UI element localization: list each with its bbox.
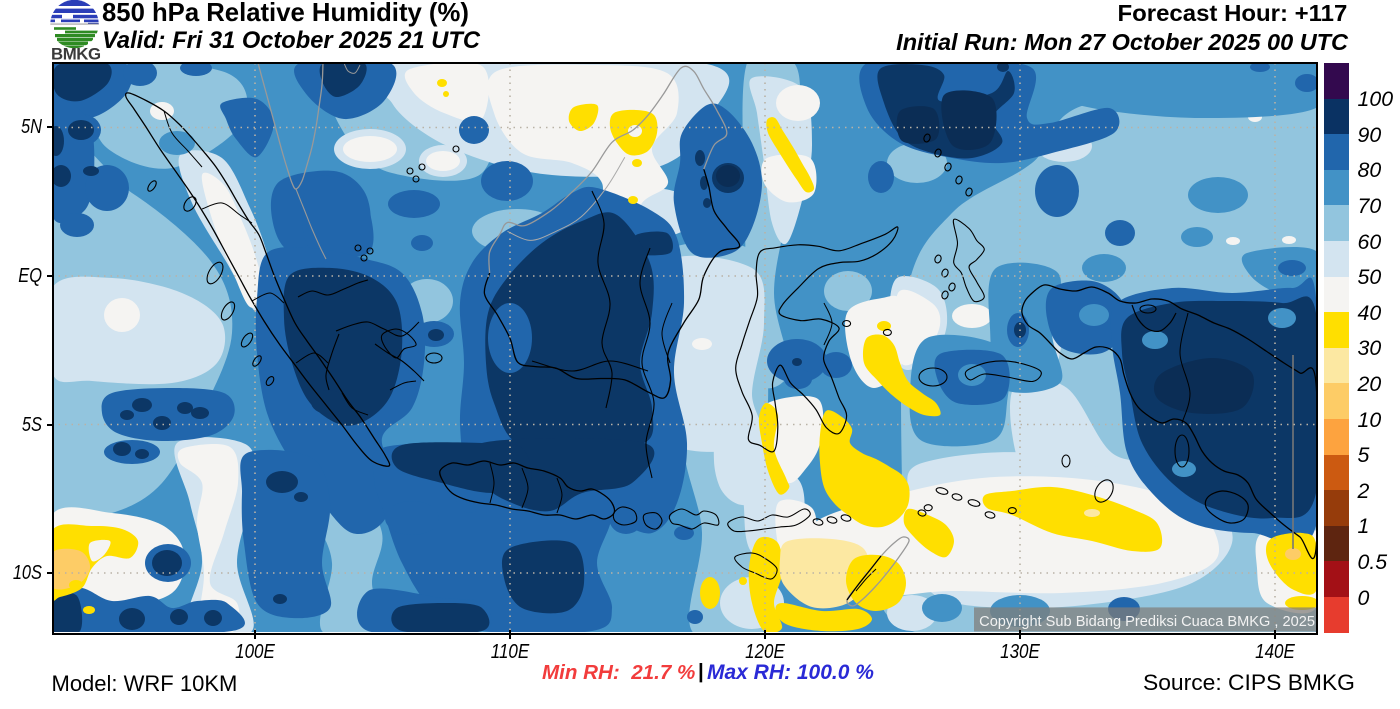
svg-text:BMKG: BMKG [51,45,101,63]
svg-text:Copyright Sub Bidang Prediksi: Copyright Sub Bidang Prediksi Cuaca BMKG… [979,614,1315,630]
